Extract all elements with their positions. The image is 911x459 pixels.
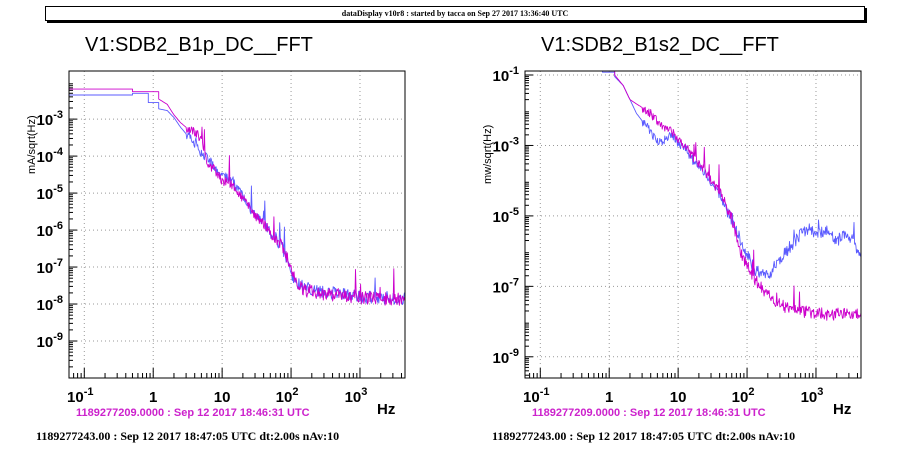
y-tick-exponent: -1 — [509, 65, 519, 77]
y-tick-exponent: -8 — [53, 294, 63, 306]
y-tick-exponent: -6 — [53, 220, 63, 232]
x-tick-label: 10 — [670, 389, 687, 406]
x-tick-base: 10 — [214, 389, 231, 406]
y-tick-base: 10 — [493, 279, 510, 296]
y-tick-base: 10 — [37, 112, 54, 129]
x-tick-base: 10 — [67, 389, 84, 406]
x-axis-label: Hz — [377, 401, 395, 418]
y-tick-label: 10-5 — [493, 206, 519, 226]
plot-frame — [524, 70, 862, 379]
y-tick-label: 10-7 — [493, 276, 519, 296]
y-tick-label: 10-9 — [493, 347, 519, 367]
y-tick-exponent: -9 — [53, 331, 63, 343]
y-tick-exponent: -7 — [509, 276, 519, 288]
plot-pad-right: V1:SDB2_B1s2_DC__FFT mw/sqrt(Hz) 10-9 10-… — [456, 26, 911, 459]
x-tick-base: 10 — [345, 389, 362, 406]
x-tick-exponent: 2 — [748, 386, 754, 398]
y-tick-exponent: -5 — [509, 206, 519, 218]
chart-title: V1:SDB2_B1s2_DC__FFT — [541, 34, 779, 56]
series-line-2 — [525, 70, 862, 321]
x-tick-label: 10-1 — [523, 386, 549, 406]
series-line-2 — [69, 88, 406, 306]
y-tick-label: 10-3 — [37, 109, 63, 129]
series-line-1 — [69, 92, 406, 306]
x-tick-label: 1 — [605, 389, 613, 406]
x-tick-base: 10 — [523, 389, 540, 406]
x-tick-exponent: 3 — [817, 386, 823, 398]
y-tick-exponent: -9 — [509, 347, 519, 359]
timestamp-magenta: 1189277209.0000 : Sep 12 2017 18:46:31 U… — [76, 407, 310, 419]
y-tick-label: 10-4 — [37, 146, 64, 166]
y-tick-base: 10 — [37, 186, 54, 203]
x-tick-base: 10 — [670, 389, 687, 406]
y-tick-exponent: -5 — [53, 183, 63, 195]
x-tick-label: 10-1 — [67, 386, 93, 406]
y-tick-label: 10-6 — [37, 220, 63, 240]
x-tick-label: 10 — [214, 389, 231, 406]
plot-frame — [68, 70, 406, 379]
timestamp-black: 1189277243.00 : Sep 12 2017 18:47:05 UTC… — [36, 429, 340, 443]
x-tick-base: 10 — [276, 389, 293, 406]
y-tick-exponent: -3 — [509, 135, 519, 147]
x-tick-exponent: -1 — [84, 386, 94, 398]
chart-plot-area: 10-910-810-710-610-510-410-310-1 1 10 102 10… — [37, 70, 406, 418]
x-tick-base: 10 — [801, 389, 818, 406]
timestamp-magenta: 1189277209.0000 : Sep 12 2017 18:46:31 U… — [532, 407, 766, 419]
y-tick-exponent: -4 — [53, 146, 64, 158]
y-tick-label: 10-3 — [493, 135, 519, 155]
timestamp-black: 1189277243.00 : Sep 12 2017 18:47:05 UTC… — [492, 429, 796, 443]
x-tick-label: 103 — [801, 386, 824, 406]
x-tick-base: 10 — [732, 389, 749, 406]
y-tick-base: 10 — [493, 350, 510, 367]
x-tick-label: 1 — [149, 389, 157, 406]
y-tick-label: 10-8 — [37, 294, 63, 314]
x-axis-label: Hz — [833, 401, 851, 418]
y-tick-base: 10 — [37, 223, 54, 240]
x-tick-exponent: 2 — [292, 386, 298, 398]
y-tick-base: 10 — [37, 297, 54, 314]
y-tick-label: 10-7 — [37, 257, 63, 277]
x-tick-exponent: 3 — [361, 386, 367, 398]
x-tick-base: 1 — [605, 389, 613, 406]
y-tick-base: 10 — [37, 260, 54, 277]
series-line-1 — [525, 70, 862, 279]
y-tick-label: 10-9 — [37, 331, 63, 351]
chart-title: V1:SDB2_B1p_DC__FFT — [85, 34, 313, 56]
x-tick-exponent: -1 — [540, 386, 550, 398]
y-tick-label: 10-5 — [37, 183, 63, 203]
app-banner: dataDisplay v10r8 : started by tacca on … — [45, 6, 865, 21]
x-tick-base: 1 — [149, 389, 157, 406]
y-tick-base: 10 — [493, 68, 510, 85]
x-tick-label: 103 — [345, 386, 368, 406]
y-tick-base: 10 — [37, 149, 54, 166]
plot-pad-left: V1:SDB2_B1p_DC__FFT mA/sqrt(Hz) 10-9 10-8… — [0, 26, 455, 459]
y-tick-label: 10-1 — [493, 65, 519, 85]
y-tick-base: 10 — [493, 138, 510, 155]
x-tick-label: 102 — [276, 386, 299, 406]
y-tick-base: 10 — [37, 334, 54, 351]
y-tick-exponent: -7 — [53, 257, 63, 269]
y-tick-exponent: -3 — [53, 109, 63, 121]
y-tick-base: 10 — [493, 209, 510, 226]
x-tick-label: 102 — [732, 386, 755, 406]
